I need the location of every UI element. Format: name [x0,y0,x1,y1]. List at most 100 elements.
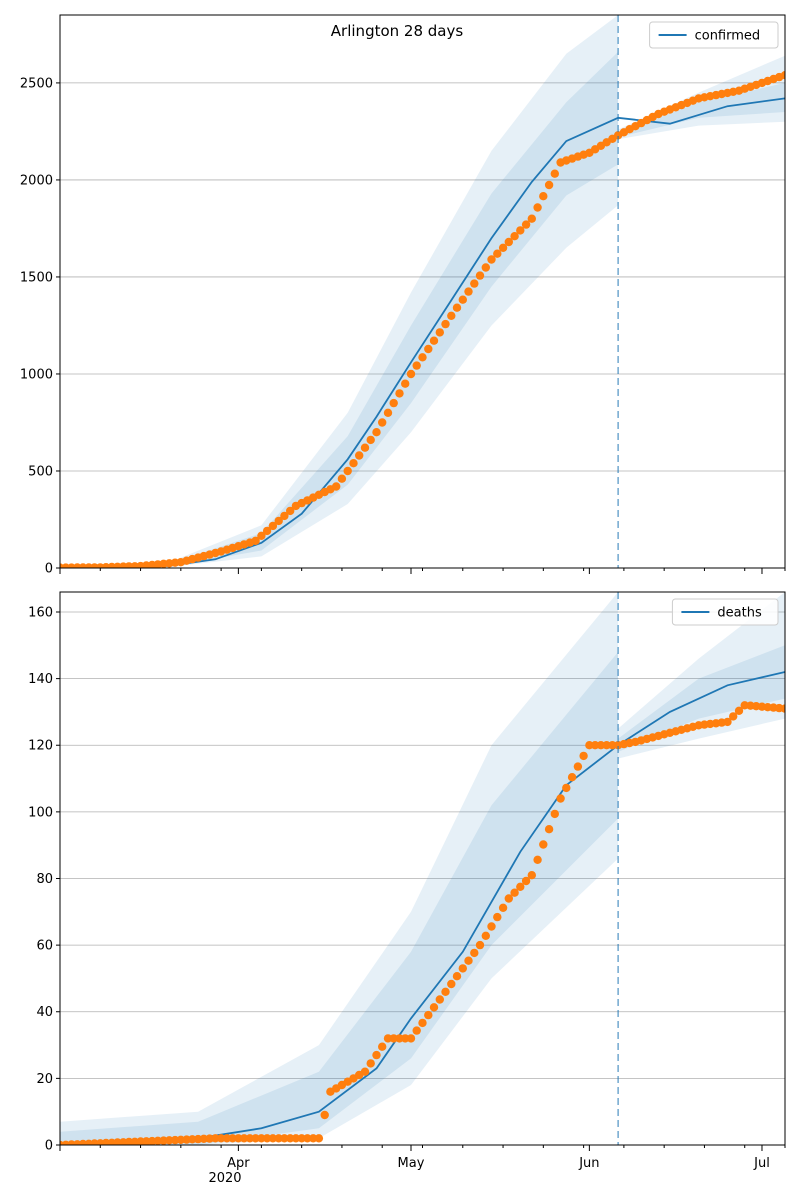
observed-point [251,1134,260,1143]
observed-point [487,255,496,264]
y-tick-label: 80 [36,872,53,887]
observed-point [360,443,370,452]
observed-point [452,972,462,981]
observed-point [435,328,444,337]
observed-point [504,894,513,903]
observed-point [343,466,352,476]
y-tick-label: 500 [28,464,53,479]
observed-point [481,263,490,272]
observed-point [401,379,410,388]
x-year-label: 2020 [208,1171,241,1186]
observed-point [429,1003,439,1012]
observed-point [262,1134,272,1143]
observed-point [544,825,554,834]
observed-point [418,353,427,362]
observed-point [493,249,502,258]
plot-area [60,592,785,1145]
observed-point [337,474,347,483]
uncertainty-band [618,592,785,759]
y-tick-label: 140 [28,672,53,687]
observed-point [406,369,416,379]
observed-point [395,389,404,398]
observed-point [257,531,266,540]
uncertainty-band [60,51,619,568]
observed-point [475,940,485,950]
chart-title: Arlington 28 days [331,22,464,40]
observed-point [251,536,260,545]
observed-point [458,295,467,304]
observed-point [544,180,554,190]
observed-point [458,964,467,973]
observed-point [291,1134,301,1143]
observed-point [401,1034,410,1043]
legend: confirmed [649,21,779,49]
observed-point [418,1018,427,1028]
observed-point [286,506,295,516]
y-tick-label: 60 [36,939,53,954]
observed-point [521,876,531,886]
legend-box [649,21,779,49]
observed-point [268,1134,278,1143]
observed-point [539,840,548,849]
observed-point [493,912,502,922]
observed-point [481,931,490,940]
y-tick-label: 2500 [20,76,53,91]
observed-point [464,956,473,965]
y-tick-label: 0 [45,1139,53,1154]
observed-point [447,979,456,989]
observed-point [435,995,444,1004]
observed-point [510,888,519,897]
observed-point [332,482,341,491]
observed-point [406,1034,416,1043]
observed-point [424,1010,433,1020]
observed-point [389,1034,398,1043]
observed-point [366,435,375,445]
observed-point [533,203,542,212]
observed-point [464,287,473,296]
observed-point [550,809,559,819]
y-tick-label: 40 [36,1005,53,1020]
observed-point [383,408,393,417]
y-tick-label: 0 [45,562,53,577]
observed-point [372,428,381,437]
observed-point [447,311,456,320]
observed-point [527,214,536,223]
observed-point [262,526,272,536]
observed-point [452,303,462,312]
legend: deaths [671,598,779,626]
y-tick-label: 160 [28,605,53,620]
observed-point [412,1026,421,1035]
observed-point [470,948,479,958]
observed-point [366,1059,375,1068]
observed-point [780,71,785,80]
observed-point [573,762,583,771]
observed-point [723,717,732,727]
observed-point [729,712,738,721]
observed-point [320,1110,329,1120]
observed-point [280,1134,289,1143]
x-tick-label: May [398,1156,425,1171]
observed-point [314,1134,324,1143]
observed-point [389,398,398,408]
observed-point [533,855,542,864]
y-tick-label: 1000 [20,367,53,382]
legend-label: deaths [717,606,762,621]
observed-point [429,336,439,345]
legend-label: confirmed [695,29,761,44]
observed-point [498,243,508,252]
observed-point [516,226,525,235]
observed-point [216,1134,226,1143]
y-tick-label: 120 [28,739,53,754]
observed-point [360,1067,370,1076]
observed-point [470,279,479,288]
observed-point [579,751,588,761]
observed-point [378,1042,387,1051]
uncertainty-band [60,592,619,1145]
uncertainty-band [618,82,785,138]
confirmed-panel: 0 500 1000 1500 2000 2500 confirmed [20,14,786,577]
observed-point [268,521,278,531]
observed-point [602,741,611,750]
observed-point [556,794,565,803]
deaths-panel: 0 20 40 60 80 100 120 140 160 Apr May Jun Jul deaths [28,591,786,1171]
